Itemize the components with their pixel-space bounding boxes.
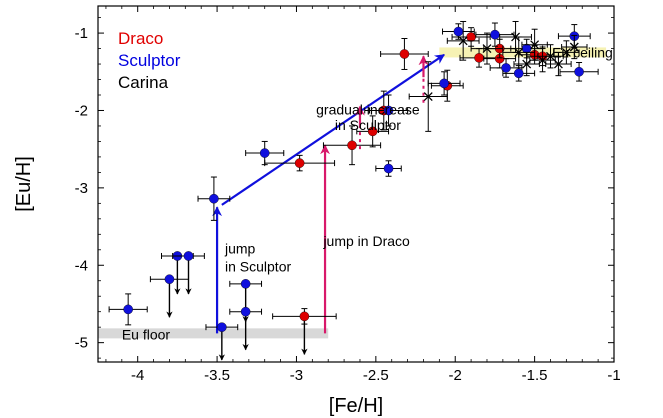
legend-entry-sculptor: Sculptor (118, 51, 181, 70)
sculptor-gradual-arrow (221, 53, 445, 206)
carina-data-point (511, 32, 521, 42)
sculptor-data-point (439, 78, 449, 89)
carina-data-point (522, 59, 532, 69)
annotation-text: jump in Draco (322, 233, 410, 249)
draco-data-point (347, 140, 357, 151)
carina-data-point (538, 55, 548, 65)
sculptor-data-point (217, 322, 227, 332)
sculptor-data-point (383, 163, 394, 174)
carina-data-point (514, 47, 524, 57)
y-tick-label: -4 (75, 257, 88, 274)
x-tick-label: -1 (607, 367, 620, 384)
sculptor-data-point (574, 66, 584, 77)
eu-floor-band (98, 328, 329, 339)
sculptor-data-point (513, 68, 524, 79)
annotation-text: in Sculptor (225, 258, 291, 274)
carina-data-point (569, 42, 579, 52)
sculptor-data-point (490, 29, 500, 40)
annotation-text: jump (224, 241, 256, 257)
x-tick-label: -4 (131, 367, 144, 384)
eu-ceiling-label: Eu ceiling (552, 44, 613, 60)
x-tick-label: -1.5 (522, 367, 548, 384)
sculptor-data-point (240, 306, 251, 317)
sculptor-data-point (501, 63, 511, 73)
draco-data-point (294, 158, 305, 168)
x-tick-label: -3.5 (204, 367, 230, 384)
carina-data-point (423, 92, 433, 102)
legend-entry-draco: Draco (118, 29, 163, 48)
y-tick-label: -5 (75, 335, 88, 352)
annotation-text: gradual increase (316, 101, 420, 117)
carina-data-point (458, 36, 468, 46)
plot-frame (97, 5, 615, 363)
sculptor-data-point (183, 251, 194, 261)
y-tick-label: -1 (75, 25, 88, 42)
sculptor-data-point (453, 26, 464, 37)
eu-floor-label: Eu floor (122, 326, 171, 342)
sculptor-data-point (123, 304, 133, 315)
y-axis-title: [Eu/H] (13, 156, 35, 212)
carina-data-point (561, 47, 571, 57)
y-tick-label: -3 (75, 180, 88, 197)
carina-data-point (553, 59, 563, 69)
sculptor-data-point (240, 279, 251, 289)
x-axis-title: [Fe/H] (329, 395, 383, 417)
y-tick-label: -2 (75, 102, 88, 119)
carina-data-point (530, 40, 540, 50)
draco-data-point (399, 49, 410, 59)
annotation-text: in Sculptor (335, 117, 401, 133)
carina-data-point (546, 51, 555, 61)
legend-entry-carina: Carina (118, 73, 169, 92)
carina-data-point (482, 44, 492, 54)
x-tick-label: -3 (290, 367, 303, 384)
sculptor-data-point (164, 274, 175, 284)
draco-data-point (474, 53, 484, 63)
x-tick-label: -2 (449, 367, 462, 384)
sculptor-data-point (383, 105, 394, 116)
sculptor-data-point (521, 43, 532, 54)
draco-data-point (299, 311, 310, 322)
x-tick-label: -2.5 (363, 367, 389, 384)
sculptor-data-point (259, 148, 270, 158)
sculptor-data-point (209, 193, 219, 204)
draco-data-point (367, 126, 378, 137)
